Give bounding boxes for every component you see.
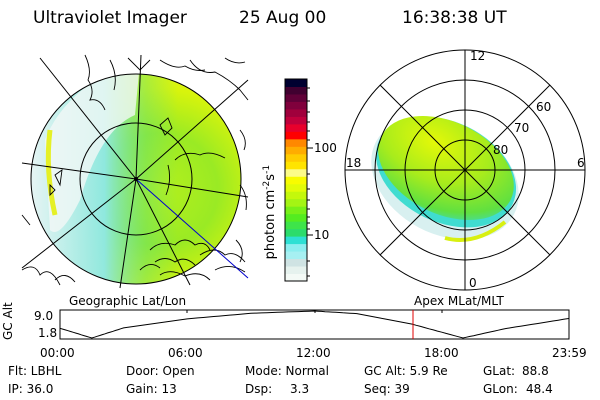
time-label: 16:38:38 UT [402, 8, 507, 28]
status-glat-label: GLat: [483, 364, 516, 378]
gc-alt-curve [59, 310, 569, 339]
colorbar-segment [285, 243, 307, 252]
mag-plot-caption: Apex MLat/MLT [414, 294, 504, 308]
status-gain: Gain: 13 [126, 382, 177, 396]
colorbar-segment [285, 93, 307, 102]
status-dsp-label: Dsp: [245, 382, 273, 396]
timeline-xtick-2359: 23:59 [552, 346, 587, 360]
geo-lat-ring-inner [79, 122, 193, 236]
colorbar-segment [285, 206, 307, 215]
timeline-ymin: 1.8 [38, 326, 58, 340]
colorbar-unit-exp1: -2 [261, 180, 272, 190]
timeline-xtick-1200: 12:00 [296, 346, 331, 360]
geo-meridians [21, 54, 249, 289]
colorbar-segment [285, 79, 307, 87]
colorbar-segment [285, 258, 307, 267]
timeline-xtick-0000: 00:00 [40, 346, 75, 360]
colorbar-segment [285, 86, 307, 95]
mlt-label-6: 6 [577, 156, 585, 170]
geo-pole-marker [134, 177, 138, 181]
colorbar-segment [285, 131, 307, 140]
colorbar-unit-exp2: -1 [261, 164, 272, 174]
colorbar-tick-100: 100 [314, 141, 337, 155]
colorbar-segment [285, 198, 307, 207]
timeline-xtick-0600: 06:00 [168, 346, 203, 360]
colorbar-segment [285, 108, 307, 117]
colorbar-segment [285, 266, 307, 275]
status-door: Door: Open [126, 364, 195, 378]
status-seq: Seq: 39 [364, 382, 410, 396]
status-glat-value: 88.8 [522, 364, 549, 378]
colorbar-segment [285, 146, 307, 155]
colorbar-segment [285, 191, 307, 200]
colorbar-segment [285, 101, 307, 110]
colorbar-tick-10: 10 [314, 228, 330, 242]
secondary-arc [444, 220, 507, 242]
geographic-map [21, 54, 249, 289]
colorbar-segment [285, 213, 307, 222]
instrument-title: Ultraviolet Imager [33, 8, 187, 28]
colorbar-segment [285, 236, 307, 245]
mlat-label-70: 70 [514, 121, 530, 135]
colorbar-segment [285, 273, 307, 282]
colorbar-segment [285, 221, 307, 230]
magnetic-polar-plot [344, 49, 586, 291]
colorbar-segment [285, 153, 307, 162]
colorbar-frame [284, 78, 308, 282]
colorbar-segment [285, 168, 307, 177]
status-ip: IP: 36.0 [8, 382, 54, 396]
status-filter: Flt: LBHL [8, 364, 62, 378]
mlt-meridians [345, 50, 585, 290]
status-dsp-value: 3.3 [290, 382, 310, 396]
status-glon-label: GLon: [483, 382, 518, 396]
mlt-label-18: 18 [346, 156, 362, 170]
geo-lat-ring-outer [30, 73, 242, 285]
colorbar-segment [285, 251, 307, 260]
timeline-ymax: 9.0 [34, 309, 54, 323]
timeline-frame [59, 309, 570, 340]
colorbar-ticks [307, 87, 313, 277]
colorbar-segment [285, 123, 307, 132]
colorbar-segment [285, 228, 307, 237]
sun-direction-line [135, 178, 249, 279]
auroral-oval [371, 115, 519, 242]
colorbar-unit-s: s [263, 173, 279, 181]
low-emission-region [45, 74, 140, 232]
colorbar [285, 79, 307, 282]
mlt-label-12: 12 [470, 49, 486, 63]
mlt-label-0: 0 [469, 276, 477, 290]
timeline-ylabel: GC Alt [1, 302, 15, 340]
limb-arc [45, 129, 58, 216]
colorbar-axis-label: photon cm-2s-1 [261, 152, 279, 272]
status-mode: Mode: Normal [245, 364, 329, 378]
mlat-label-60: 60 [536, 100, 552, 114]
colorbar-segment [285, 183, 307, 192]
colorbar-segment [285, 116, 307, 125]
date-label: 25 Aug 00 [239, 8, 327, 28]
status-gc-alt: GC Alt: 5.9 Re [364, 364, 448, 378]
mlat-label-80: 80 [493, 143, 509, 157]
geo-plot-caption: Geographic Lat/Lon [69, 294, 187, 308]
colorbar-segment [285, 176, 307, 185]
timeline-ticks [186, 310, 443, 313]
colorbar-segment [285, 161, 307, 170]
colorbar-segment [285, 138, 307, 147]
colorbar-unit-text: photon cm [263, 189, 279, 260]
status-glon-value: 48.4 [526, 382, 553, 396]
timeline-xtick-1800: 18:00 [424, 346, 459, 360]
